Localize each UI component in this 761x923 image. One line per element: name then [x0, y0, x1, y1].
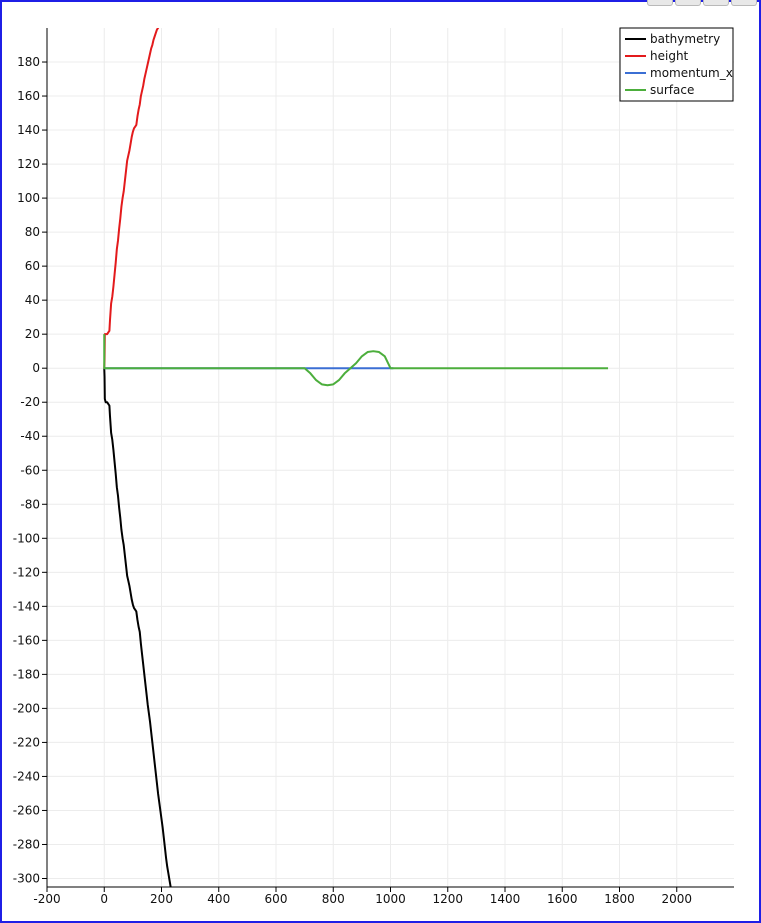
x-tick: 1600	[547, 887, 578, 906]
y-tick-label: -20	[20, 395, 40, 409]
x-tick: 1400	[490, 887, 521, 906]
y-tick-label: -140	[13, 599, 40, 613]
y-tick: 140	[17, 123, 47, 137]
y-tick-label: 40	[25, 293, 40, 307]
y-tick: -40	[20, 429, 47, 443]
y-tick-label: 0	[32, 361, 40, 375]
y-tick: -300	[13, 871, 47, 885]
y-tick: 80	[25, 225, 47, 239]
legend-label: surface	[650, 83, 694, 97]
window-controls	[647, 0, 757, 6]
y-tick-label: -200	[13, 701, 40, 715]
y-tick-label: 160	[17, 89, 40, 103]
x-tick-label: 400	[207, 892, 230, 906]
x-tick-label: 2000	[661, 892, 692, 906]
x-tick: 2000	[661, 887, 692, 906]
y-tick-label: -180	[13, 667, 40, 681]
y-tick-label: -220	[13, 735, 40, 749]
y-tick-label: -100	[13, 531, 40, 545]
y-tick-label: -160	[13, 633, 40, 647]
y-tick: -240	[13, 769, 47, 783]
y-tick-label: 60	[25, 259, 40, 273]
series-layer	[103, 28, 609, 887]
x-tick-label: 600	[265, 892, 288, 906]
x-tick: 600	[265, 887, 288, 906]
x-tick: -200	[33, 887, 61, 906]
y-tick: 160	[17, 89, 47, 103]
x-tick: 200	[150, 887, 173, 906]
legend-item-bathymetry[interactable]: bathymetry	[625, 32, 720, 46]
grid-lines	[46, 28, 734, 887]
x-tick-label: 0	[100, 892, 108, 906]
y-tick: 100	[17, 191, 47, 205]
y-tick-label: 140	[17, 123, 40, 137]
y-tick: -260	[13, 803, 47, 817]
x-tick-label: 1800	[604, 892, 635, 906]
y-tick: -120	[13, 565, 47, 579]
y-tick: -60	[20, 463, 47, 477]
y-tick-label: -260	[13, 803, 40, 817]
y-tick: -180	[13, 667, 47, 681]
split-horizontal-button[interactable]	[675, 0, 701, 6]
y-tick-label: 20	[25, 327, 40, 341]
x-tick: 400	[207, 887, 230, 906]
series-surface-line	[103, 334, 609, 387]
y-tick: 120	[17, 157, 47, 171]
y-tick-label: -300	[13, 871, 40, 885]
x-tick-label: 200	[150, 892, 173, 906]
x-tick: 800	[322, 887, 345, 906]
y-tick: -160	[13, 633, 47, 647]
split-vertical-button[interactable]	[703, 0, 729, 6]
y-tick: 0	[32, 361, 47, 375]
y-tick-label: -80	[20, 497, 40, 511]
legend-box	[619, 27, 734, 102]
legend-item-height[interactable]: height	[625, 49, 689, 63]
y-tick-label: 120	[17, 157, 40, 171]
y-tick: -220	[13, 735, 47, 749]
x-tick: 1000	[375, 887, 406, 906]
legend-item-surface[interactable]: surface	[625, 83, 694, 97]
series-height-line	[103, 28, 160, 369]
y-tick: 180	[17, 55, 47, 69]
y-tick: -280	[13, 837, 47, 851]
x-tick-label: 1000	[375, 892, 406, 906]
y-tick-label: -120	[13, 565, 40, 579]
y-tick: -80	[20, 497, 47, 511]
close-button[interactable]	[731, 0, 757, 6]
y-tick-label: 180	[17, 55, 40, 69]
x-tick: 1200	[432, 887, 463, 906]
x-tick: 0	[100, 887, 108, 906]
y-tick: -200	[13, 701, 47, 715]
y-tick: 60	[25, 259, 47, 273]
x-tick-label: -200	[33, 892, 60, 906]
x-tick-label: 1200	[432, 892, 463, 906]
x-tick-label: 800	[322, 892, 345, 906]
y-tick: -100	[13, 531, 47, 545]
x-tick-label: 1600	[547, 892, 578, 906]
y-tick: 40	[25, 293, 47, 307]
y-tick-label: -240	[13, 769, 40, 783]
legend-item-momentum-x[interactable]: momentum_x	[625, 66, 733, 80]
layout-button[interactable]	[647, 0, 673, 6]
legend-label: momentum_x	[650, 66, 733, 80]
y-tick: 20	[25, 327, 47, 341]
series-bathymetry-line	[103, 368, 172, 887]
y-tick-label: 100	[17, 191, 40, 205]
y-tick: -20	[20, 395, 47, 409]
y-tick-label: -40	[20, 429, 40, 443]
y-tick: -140	[13, 599, 47, 613]
legend-label: height	[650, 49, 689, 63]
y-tick-label: -280	[13, 837, 40, 851]
y-tick-label: 80	[25, 225, 40, 239]
legend-label: bathymetry	[650, 32, 720, 46]
x-tick-label: 1400	[490, 892, 521, 906]
x-tick: 1800	[604, 887, 635, 906]
y-tick-label: -60	[20, 463, 40, 477]
axes: -200 0 200 400 600 800 1000 1200 1400 1600 1800 200…	[13, 28, 734, 906]
